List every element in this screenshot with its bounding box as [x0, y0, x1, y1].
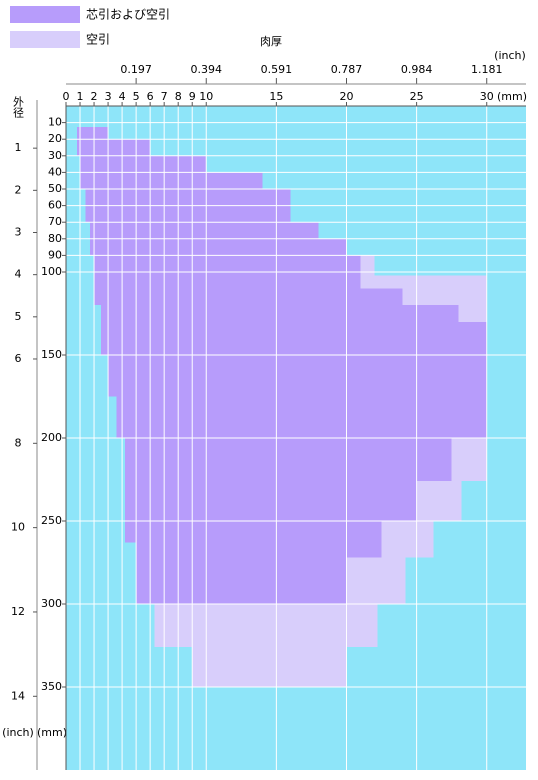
range-block — [80, 155, 207, 173]
x-tick-label: 5 — [133, 90, 140, 103]
y2-tick-label: 14 — [11, 689, 25, 702]
y-tick-label: 70 — [48, 215, 62, 228]
range-block — [136, 557, 347, 604]
range-block — [154, 604, 378, 648]
range-block — [89, 238, 347, 256]
y-tick-label: 10 — [48, 116, 62, 129]
range-block — [116, 396, 487, 438]
range-block — [124, 438, 452, 482]
y-tick-label: 150 — [41, 348, 62, 361]
y-tick-label: 50 — [48, 182, 62, 195]
x2-unit: (inch) — [494, 49, 526, 62]
range-block — [451, 438, 487, 482]
x-tick-label: 2 — [91, 90, 98, 103]
range-block — [402, 288, 487, 306]
y-tick-label: 20 — [48, 132, 62, 145]
x-tick-label: 10 — [199, 90, 213, 103]
x-unit: (mm) — [497, 90, 527, 103]
range-block — [108, 355, 487, 397]
x2-tick-label: 0.394 — [190, 63, 222, 76]
x-tick-label: 6 — [147, 90, 154, 103]
x-axis-title: 肉厚 — [260, 35, 282, 48]
x2-tick-label: 0.787 — [331, 63, 363, 76]
x2-tick-label: 0.984 — [401, 63, 433, 76]
y-tick-label: 30 — [48, 149, 62, 162]
range-block — [101, 321, 487, 355]
x2-tick-label: 0.591 — [261, 63, 293, 76]
y2-tick-label: 1 — [15, 141, 22, 154]
x-tick-label: 4 — [119, 90, 126, 103]
range-block — [101, 305, 459, 322]
range-block — [77, 139, 151, 156]
range-block — [124, 521, 382, 543]
x-tick-label: 30 — [480, 90, 494, 103]
x2-tick-label: 0.197 — [120, 63, 152, 76]
x-tick-label: 25 — [410, 90, 424, 103]
y-tick-label: 350 — [41, 680, 62, 693]
legend-label: 芯引および空引 — [86, 8, 170, 22]
y-tick-label: 300 — [41, 597, 62, 610]
y-tick-label: 100 — [41, 265, 62, 278]
y-tick-label: 40 — [48, 165, 62, 178]
x-tick-label: 1 — [77, 90, 84, 103]
y2-tick-label: 10 — [11, 521, 25, 534]
x-tick-label: 20 — [339, 90, 353, 103]
legend-swatch — [10, 6, 80, 23]
range-block — [94, 288, 403, 306]
y2-tick-label: 8 — [15, 436, 22, 449]
range-block — [458, 305, 487, 322]
range-block — [124, 481, 417, 521]
y-tick-label: 90 — [48, 248, 62, 261]
y-axis-title: 外径 — [12, 96, 25, 118]
x-tick-label: 9 — [189, 90, 196, 103]
range-block — [360, 275, 487, 289]
x-tick-label: 8 — [175, 90, 182, 103]
y-tick-label: 60 — [48, 199, 62, 212]
y-tick-label: 200 — [41, 431, 62, 444]
range-block — [77, 127, 109, 140]
range-block — [360, 255, 375, 276]
range-block — [381, 521, 434, 558]
y2-tick-label: 4 — [15, 268, 22, 281]
legend-label: 空引 — [86, 33, 110, 47]
y2-tick-label: 3 — [15, 225, 22, 238]
x-tick-label: 15 — [269, 90, 283, 103]
y2-tick-label: 5 — [15, 310, 22, 323]
range-block — [89, 222, 319, 239]
y2-tick-label: 6 — [15, 352, 22, 365]
legend-swatch — [10, 31, 80, 48]
x-tick-label: 7 — [161, 90, 168, 103]
x-tick-label: 3 — [105, 90, 112, 103]
y2-unit: (inch) — [2, 726, 34, 739]
y-unit: (mm) — [37, 726, 67, 739]
range-block — [80, 172, 263, 189]
y2-tick-label: 2 — [15, 183, 22, 196]
range-block — [416, 481, 462, 521]
y-tick-label: 250 — [41, 514, 62, 527]
y2-tick-label: 12 — [11, 605, 25, 618]
x2-tick-label: 1.181 — [471, 63, 503, 76]
range-block — [346, 557, 406, 604]
range-block — [136, 542, 382, 558]
y-tick-label: 80 — [48, 232, 62, 245]
x-tick-label: 0 — [63, 90, 70, 103]
range-block — [192, 647, 347, 687]
